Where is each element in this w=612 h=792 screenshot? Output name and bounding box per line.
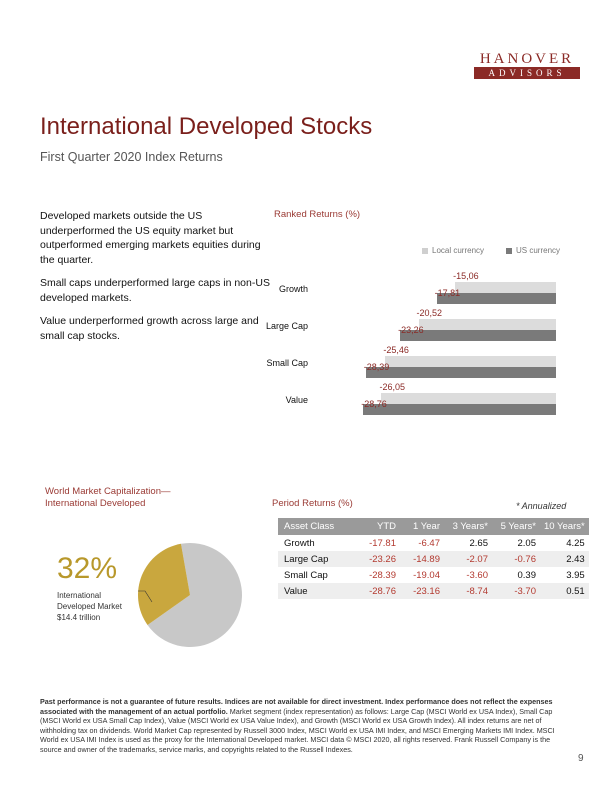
- table-cell: Small Cap: [284, 569, 328, 581]
- pie-slice-international: [138, 543, 190, 625]
- category-label: Value: [285, 395, 308, 405]
- bar-value-label: -15,06: [453, 271, 479, 281]
- world-cap-percent: 32%: [57, 552, 118, 585]
- table-cell: -14.89: [400, 551, 444, 567]
- table-cell: 2.43: [540, 551, 589, 567]
- bar-value-label: -20,52: [416, 308, 443, 318]
- table-cell: 3.95: [566, 569, 585, 581]
- legend-swatch-us: [506, 247, 512, 254]
- pie-slice-rest: [147, 543, 242, 647]
- bar-us: [363, 404, 556, 415]
- legend-swatch-local: [422, 247, 428, 254]
- table-cell: 4.25: [566, 537, 585, 549]
- legend-local: Local currency: [422, 246, 484, 255]
- category-label: Small Cap: [266, 358, 308, 368]
- table-cell: 0.51: [540, 583, 589, 599]
- world-cap-label-line1: International: [57, 591, 102, 600]
- commentary-paragraph: Developed markets outside the US underpe…: [40, 210, 261, 266]
- period-returns-table: Asset Class YTD 1 Year 3 Years* 5 Years*…: [278, 518, 589, 599]
- commentary-paragraph: Small caps underperformed large caps in …: [40, 277, 270, 304]
- disclosure-footnote: Past performance is not a guarantee of f…: [40, 697, 560, 754]
- table-cell: -23.26: [360, 551, 400, 567]
- table-cell: 2.05: [517, 537, 537, 549]
- page-number: 9: [578, 753, 584, 764]
- world-cap-label-line3: $14.4 trillion: [57, 613, 101, 622]
- page-subtitle: First Quarter 2020 Index Returns: [40, 150, 223, 164]
- bar-us: [365, 367, 556, 378]
- col-header: 10 Years*: [540, 518, 589, 535]
- table-cell: -3.60: [466, 569, 488, 581]
- period-returns-body: Growth -17.81 -6.47 2.65 2.05 4.25 Large…: [278, 535, 589, 599]
- table-cell: Value: [278, 583, 360, 599]
- table-cell: -23.16: [400, 583, 444, 599]
- category-label: Large Cap: [265, 321, 308, 331]
- world-cap-pie: [138, 543, 242, 647]
- bar-value-label: -23,26: [398, 325, 424, 335]
- legend-us: US currency: [506, 246, 560, 255]
- legend-label-us: US currency: [516, 246, 561, 255]
- bar-local: [381, 393, 556, 404]
- bar-value-label: -25,46: [383, 345, 409, 355]
- bar-us: [436, 293, 556, 304]
- period-returns-title: Period Returns (%): [272, 498, 353, 509]
- table-row: Growth -17.81 -6.47 2.65 2.05 4.25: [278, 535, 589, 551]
- legend-label-local: Local currency: [432, 246, 485, 255]
- table-cell: Growth: [284, 537, 315, 549]
- ranked-returns-title: Ranked Returns (%): [274, 209, 361, 220]
- table-cell: -2.07: [444, 551, 492, 567]
- table-cell: -0.76: [492, 551, 540, 567]
- bar-value-label: -28,39: [363, 362, 390, 372]
- world-cap-label: International Developed Market $14.4 tri…: [57, 590, 147, 623]
- col-header: Asset Class: [278, 518, 360, 535]
- world-cap-title-line1: World Market Capitalization—: [45, 486, 171, 497]
- world-cap-title: World Market Capitalization— Internation…: [45, 486, 170, 510]
- col-header: YTD: [360, 518, 400, 535]
- category-label: Growth: [278, 284, 308, 294]
- table-row: Small Cap -28.39 -19.04 -3.60 0.39 3.95: [278, 567, 589, 583]
- page-title: International Developed Stocks: [40, 113, 373, 140]
- bar-local: [385, 356, 556, 367]
- col-header: 1 Year: [400, 518, 444, 535]
- table-cell: -3.70: [492, 583, 540, 599]
- table-cell: -19.04: [413, 569, 440, 581]
- table-cell: Large Cap: [278, 551, 360, 567]
- table-cell: 0.39: [517, 569, 537, 581]
- pie-leader-line: [138, 590, 153, 603]
- disclosure-bold: Past performance is not a guarantee of f…: [40, 697, 553, 716]
- world-cap-label-line2: Developed Market: [57, 602, 122, 611]
- bar-local: [418, 319, 556, 330]
- bar-us: [400, 330, 556, 341]
- bar-value-label: -26,05: [379, 382, 405, 392]
- table-header-row: Asset Class YTD 1 Year 3 Years* 5 Years*…: [278, 518, 589, 535]
- table-row: Large Cap -23.26 -14.89 -2.07 -0.76 2.43: [278, 551, 589, 567]
- annualized-note: * Annualized: [516, 501, 567, 511]
- logo-wordmark-bottom: ADVISORS: [474, 67, 580, 79]
- table-cell: 2.65: [469, 537, 489, 549]
- table-cell: -8.74: [444, 583, 492, 599]
- bar-value-label: -17,81: [434, 288, 461, 298]
- logo-wordmark-top: HANOVER: [479, 51, 575, 67]
- table-cell: -17.81: [369, 537, 396, 549]
- commentary-paragraph: Value underperformed growth across large…: [40, 315, 259, 342]
- table-cell: -28.76: [360, 583, 400, 599]
- disclosure-text: Market segment (index representation) as…: [40, 706, 555, 754]
- table-cell: -28.39: [369, 569, 396, 581]
- col-header: 3 Years*: [444, 518, 492, 535]
- table-cell: -6.47: [418, 537, 440, 549]
- table-row: Value -28.76 -23.16 -8.74 -3.70 0.51: [278, 583, 589, 599]
- bar-value-label: -28,76: [361, 399, 387, 409]
- col-header: 5 Years*: [492, 518, 540, 535]
- bar-local: [455, 282, 556, 293]
- world-cap-title-line2: International Developed: [45, 498, 146, 509]
